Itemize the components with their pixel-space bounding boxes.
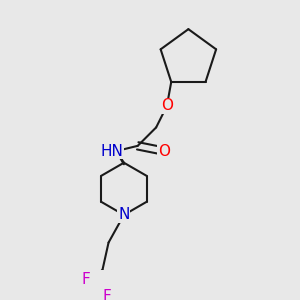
Text: O: O bbox=[158, 144, 170, 159]
Text: O: O bbox=[161, 98, 173, 113]
Text: N: N bbox=[118, 207, 130, 222]
Text: HN: HN bbox=[100, 144, 123, 159]
Text: F: F bbox=[81, 272, 90, 287]
Text: F: F bbox=[103, 289, 111, 300]
